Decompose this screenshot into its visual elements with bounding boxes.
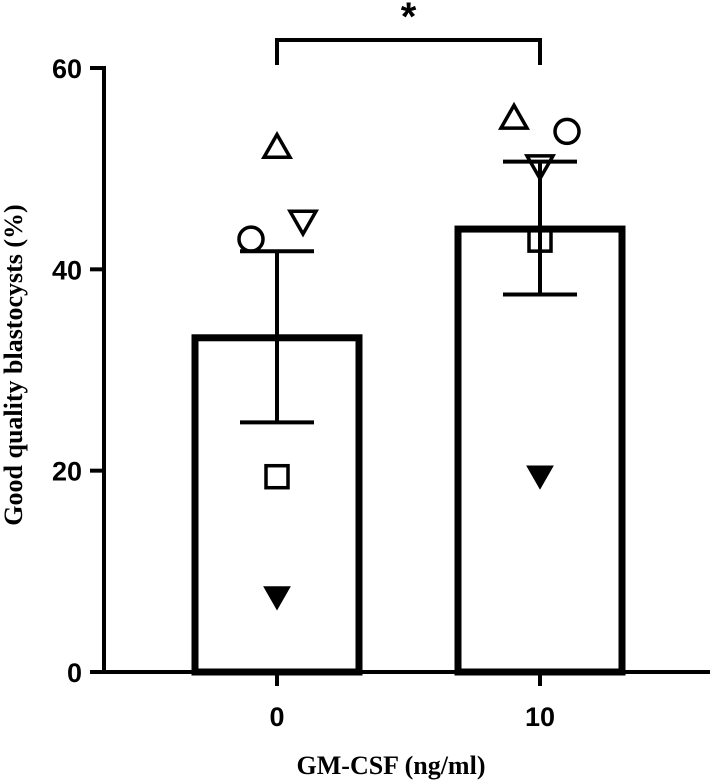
- data-point-triangle-up-open: [260, 130, 294, 160]
- data-point-triangle-down-open: [286, 209, 320, 238]
- bar: [454, 225, 626, 676]
- y-tick-label: 60: [52, 54, 82, 84]
- data-point-square-open: [264, 463, 290, 490]
- x-tick-label: 10: [525, 702, 555, 732]
- y-tick-label: 40: [52, 255, 82, 285]
- bars: [191, 225, 626, 676]
- data-point-triangle-down-filled: [526, 465, 554, 490]
- significance-bracket: [275, 38, 542, 65]
- x-tick-label: 0: [269, 702, 284, 732]
- y-axis-title: Good quality blastocysts (%): [0, 204, 28, 525]
- x-axis-title: GM-CSF (ng/ml): [297, 751, 486, 780]
- data-point-triangle-down-open: [523, 154, 557, 183]
- data-point-triangle-up-open: [497, 101, 531, 130]
- y-tick-label: 20: [52, 457, 82, 487]
- data-point-triangle-down-filled: [263, 586, 291, 611]
- significance-annotation: *: [275, 0, 542, 65]
- data-points: [237, 101, 581, 611]
- significance-label: *: [401, 0, 417, 39]
- y-tick-label: 0: [67, 658, 82, 688]
- data-point-circle-open: [237, 225, 265, 253]
- data-point-circle-open: [553, 117, 581, 146]
- y-ticks: 0 20 40 60: [52, 54, 104, 688]
- x-ticks: 0 10: [269, 672, 555, 732]
- data-point-square-open: [527, 227, 553, 253]
